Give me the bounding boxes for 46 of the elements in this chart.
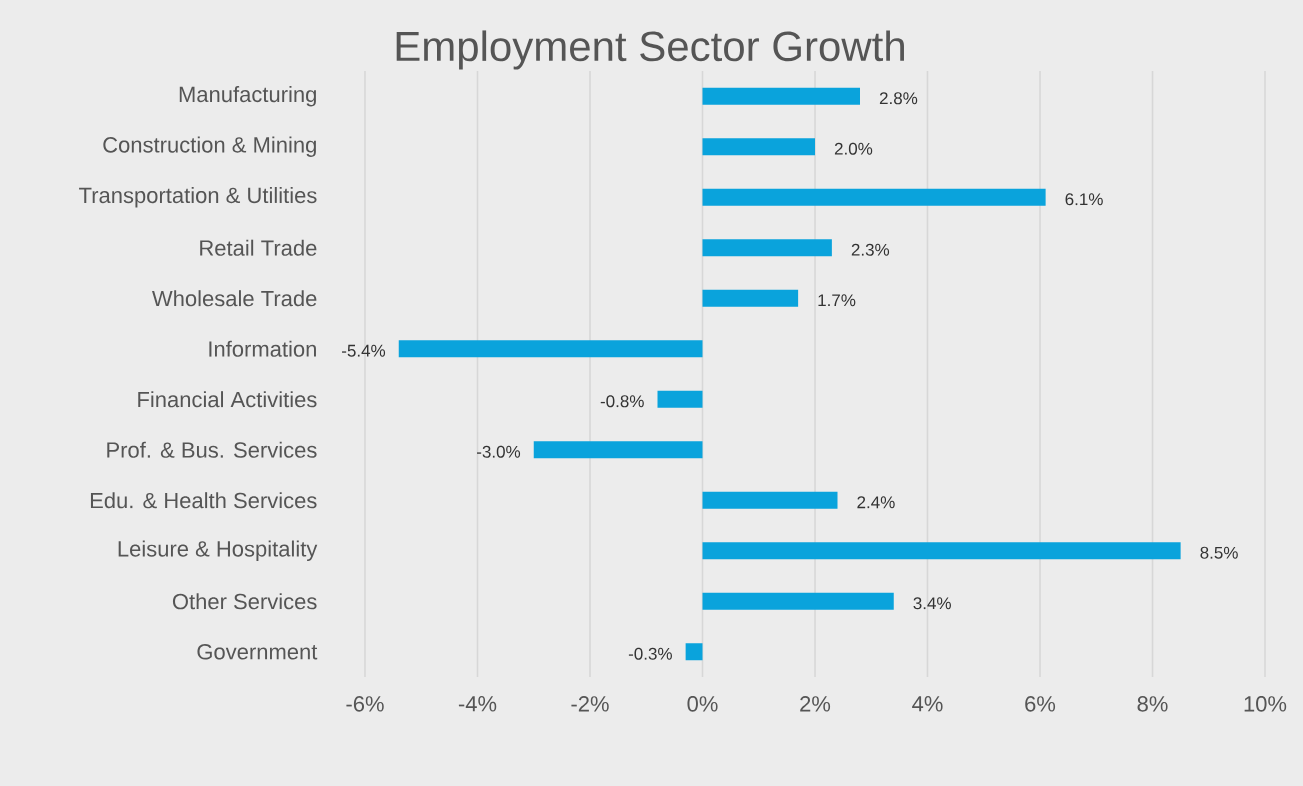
data-label: -5.4% bbox=[342, 344, 386, 357]
y-tick-label: Information bbox=[209, 340, 316, 357]
bar bbox=[702, 87, 860, 105]
data-label: 1.7% bbox=[818, 294, 856, 307]
y-tick-label: Prof. & Bus. Services bbox=[107, 441, 317, 458]
x-tick-label: 10% bbox=[1244, 696, 1287, 712]
y-tick-label: Financial Activities bbox=[138, 391, 317, 408]
x-tick-label: 0% bbox=[687, 696, 718, 712]
y-tick-label: Transportation & Utilities bbox=[79, 187, 317, 208]
y-tick-label: Other Services bbox=[172, 593, 317, 610]
bar bbox=[702, 491, 838, 509]
chart-title: Employment Sector Growth bbox=[396, 30, 904, 70]
x-tick-label: -6% bbox=[346, 696, 384, 712]
y-tick-label: Retail Trade bbox=[200, 239, 317, 256]
y-tick-label: Manufacturing bbox=[179, 86, 316, 107]
bar bbox=[702, 239, 832, 257]
bar bbox=[702, 592, 894, 610]
data-label: 2.8% bbox=[879, 92, 918, 105]
data-label: 2.4% bbox=[857, 496, 895, 509]
bar bbox=[702, 188, 1046, 206]
x-tick-label: 4% bbox=[912, 696, 943, 712]
bar bbox=[702, 542, 1181, 560]
y-tick-label: Construction & Mining bbox=[103, 136, 316, 157]
bar bbox=[398, 340, 703, 358]
data-label: 3.4% bbox=[913, 597, 951, 610]
y-tick-label: Wholesale Trade bbox=[152, 290, 317, 307]
x-tick-label: 2% bbox=[800, 696, 831, 712]
data-label: -3.0% bbox=[477, 445, 521, 458]
bar bbox=[702, 289, 799, 307]
bar bbox=[533, 441, 703, 459]
data-label: 2.3% bbox=[851, 243, 890, 256]
data-label: 2.0% bbox=[834, 142, 873, 155]
data-label: 6.1% bbox=[1065, 193, 1103, 206]
y-tick-label: Government bbox=[197, 643, 318, 660]
x-tick-label: 6% bbox=[1025, 696, 1056, 712]
x-tick-label: 8% bbox=[1137, 696, 1168, 712]
y-tick-label: Leisure & Hospitality bbox=[118, 540, 318, 561]
data-label: -0.3% bbox=[628, 647, 672, 660]
x-tick-label: -2% bbox=[571, 696, 609, 712]
bar bbox=[702, 138, 815, 156]
data-label: 8.5% bbox=[1200, 546, 1238, 559]
y-tick-label: Edu. & Health Services bbox=[90, 492, 317, 509]
bar bbox=[685, 643, 703, 661]
bar bbox=[657, 390, 703, 408]
data-label: -0.8% bbox=[600, 395, 644, 408]
x-tick-label: -4% bbox=[458, 696, 497, 712]
